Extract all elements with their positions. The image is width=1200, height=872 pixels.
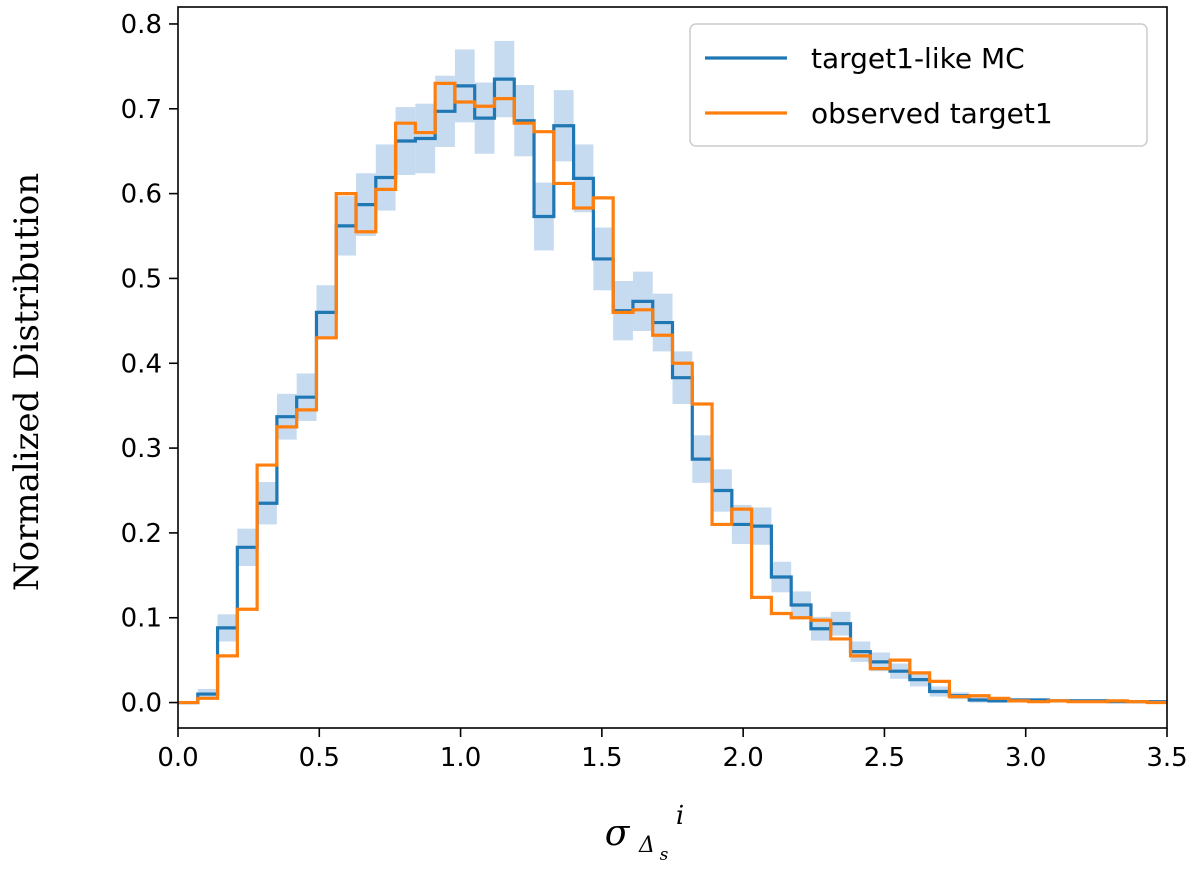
histogram-lines [178, 77, 1167, 705]
x-tick-label: 3.0 [1005, 743, 1046, 773]
legend-frame [689, 23, 1148, 147]
plot-frame [177, 6, 1168, 729]
y-tick-label: 0.3 [121, 434, 162, 464]
x-axis-label: σ Δ s i [605, 801, 684, 865]
series-line-observed [178, 81, 1167, 705]
x-tick-label: 2.0 [722, 743, 763, 773]
y-axis-label: Normalized Distribution [7, 173, 47, 591]
x-axis-label-symbol: σ [605, 813, 631, 854]
x-tick-label: 1.0 [440, 743, 481, 773]
x-tick-label: 1.5 [581, 743, 622, 773]
x-axis-label-subscript: Δ [638, 833, 655, 858]
y-tick-label: 0.1 [121, 604, 162, 634]
x-axis-label-subsubscript: s [660, 845, 669, 865]
legend-label-observed: observed target1 [811, 97, 1053, 130]
legend-label-mc: target1-like MC [811, 42, 1025, 75]
x-axis: 0.0 0.5 1.0 1.5 2.0 2.5 3.0 3.5 [157, 728, 1188, 773]
y-tick-label: 0.6 [121, 180, 162, 210]
x-tick-label: 2.5 [864, 743, 905, 773]
y-tick-label: 0.0 [121, 689, 162, 719]
y-tick-label: 0.5 [121, 264, 162, 294]
x-axis-label-superscript: i [676, 801, 684, 831]
x-tick-label: 0.5 [299, 743, 340, 773]
legend: target1-like MC observed target1 [689, 23, 1148, 147]
y-tick-label: 0.7 [121, 95, 162, 125]
y-tick-label: 0.4 [121, 349, 162, 379]
x-tick-label: 0.0 [157, 743, 198, 773]
y-tick-label: 0.8 [121, 10, 162, 40]
x-tick-label: 3.5 [1146, 743, 1187, 773]
y-tick-label: 0.2 [121, 519, 162, 549]
y-axis: 0.0 0.1 0.2 0.3 0.4 0.5 0.6 0.7 0.8 [121, 10, 178, 719]
